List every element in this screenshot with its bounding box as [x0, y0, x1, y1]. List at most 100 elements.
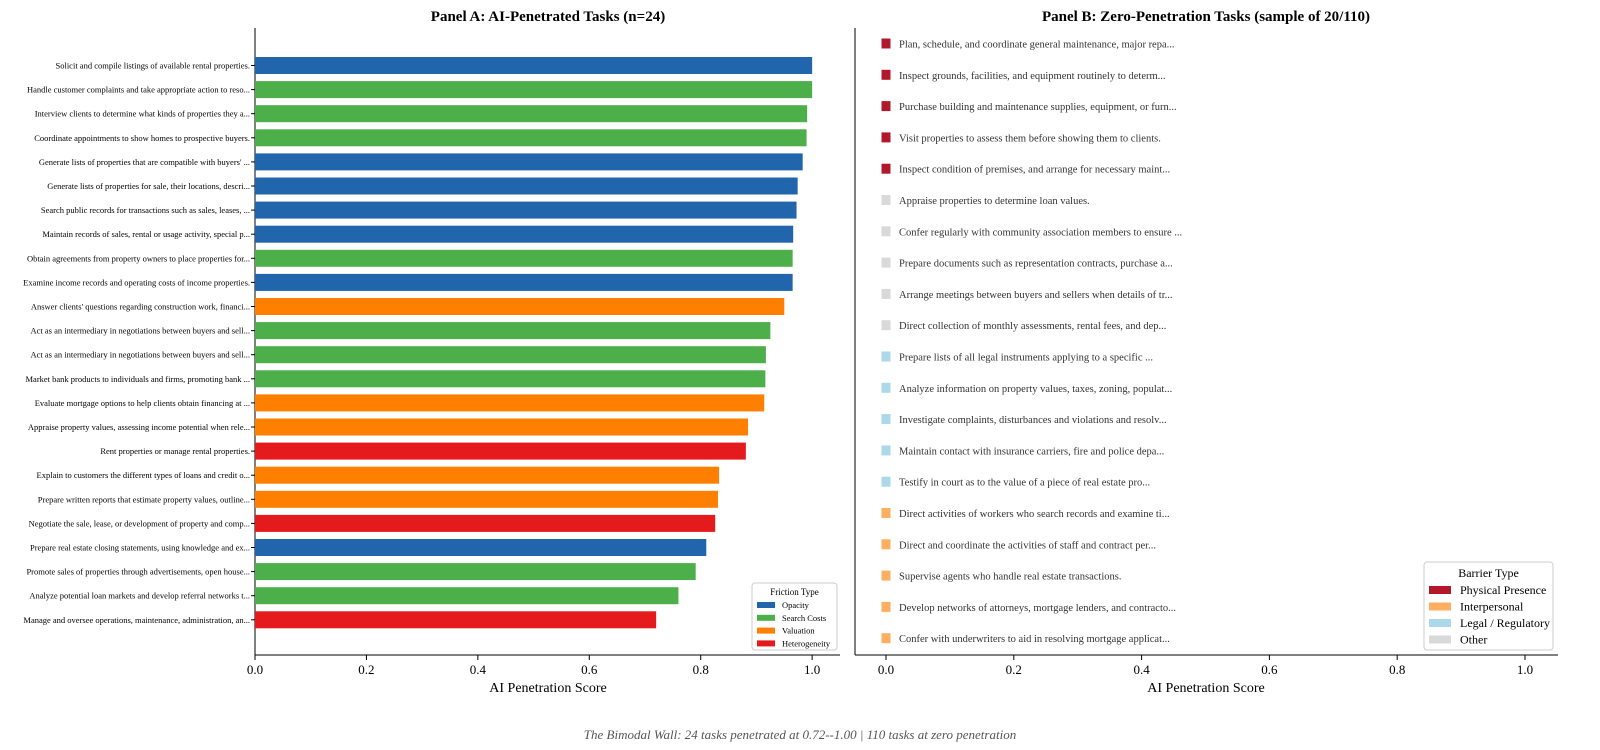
bar-panel-a [255, 105, 808, 123]
panel-a-legend-label: Search Costs [782, 613, 826, 623]
panel-b-legend-swatch [1429, 602, 1451, 611]
panel-a-category-label: Answer clients' questions regarding cons… [31, 302, 250, 312]
panel-b-task-label: Testify in court as to the value of a pi… [899, 478, 1150, 489]
panel-a-category-label: Act as an intermediary in negotiations b… [30, 326, 250, 336]
panel-b-x-tick-label: 0.6 [1261, 662, 1278, 677]
bar-panel-a [255, 442, 746, 460]
bar-panel-a [255, 273, 793, 291]
panel-b-title: Panel B: Zero-Penetration Tasks (sample … [1042, 9, 1370, 25]
panel-a-x-tick-label: 0.8 [693, 662, 709, 677]
panel-a-legend-label: Opacity [782, 600, 810, 610]
panel-a-category-label: Manage and oversee operations, maintenan… [23, 615, 250, 625]
marker-panel-b [881, 69, 891, 80]
panel-b-task-label: Inspect grounds, facilities, and equipme… [899, 71, 1166, 82]
marker-panel-b [881, 508, 891, 518]
panel-a-x-tick-label: 1.0 [804, 662, 820, 677]
bar-panel-a [255, 129, 807, 147]
panel-b-task-label: Confer regularly with community associat… [899, 227, 1182, 238]
panel-b-task-label: Prepare documents such as representation… [899, 259, 1173, 270]
panel-a-category-label: Solicit and compile listings of availabl… [55, 61, 250, 71]
panel-b-task-label: Inspect condition of premises, and arran… [899, 165, 1170, 176]
panel-a-category-label: Generate lists of properties that are co… [39, 157, 250, 167]
bar-panel-a [255, 370, 766, 388]
bar-panel-a [255, 514, 716, 532]
panel-b-x-tick-label: 0.2 [1006, 662, 1022, 677]
bar-panel-a [255, 322, 771, 340]
bar-panel-a [255, 466, 720, 484]
marker-panel-b [881, 101, 891, 112]
bar-panel-a [255, 346, 766, 364]
panel-a-category-label: Promote sales of properties through adve… [26, 567, 250, 577]
marker-panel-b [881, 163, 891, 174]
panel-b-legend-swatch [1429, 635, 1451, 644]
panel-a-x-tick-label: 0.0 [247, 662, 263, 677]
panel-a-x-tick-label: 0.2 [358, 662, 374, 677]
panel-a-category-label: Evaluate mortgage options to help client… [35, 398, 250, 408]
marker-panel-b [881, 38, 891, 49]
marker-panel-b [881, 633, 891, 644]
marker-panel-b [881, 414, 891, 425]
panel-b-task-label: Prepare lists of all legal instruments a… [899, 353, 1153, 364]
panel-a-legend-swatch [757, 627, 775, 634]
panel-a-category-label: Interview clients to determine what kind… [35, 109, 250, 119]
panel-a-category-label: Search public records for transactions s… [41, 205, 250, 215]
bar-panel-a [255, 418, 749, 436]
panel-b-task-label: Purchase building and maintenance suppli… [899, 102, 1177, 113]
marker-panel-b [881, 539, 891, 550]
bar-panel-a [255, 225, 794, 243]
panel-b-x-tick-label: 0.8 [1389, 662, 1405, 677]
bar-panel-a [255, 611, 657, 629]
panel-a-category-label: Rent properties or manage rental propert… [100, 446, 250, 456]
panel-a-legend-label: Valuation [782, 626, 815, 636]
panel-b-task-label: Investigate complaints, disturbances and… [899, 415, 1167, 426]
figure-caption: The Bimodal Wall: 24 tasks penetrated at… [583, 727, 1017, 742]
panel-a-category-label: Appraise property values, assessing inco… [28, 422, 250, 432]
panel-b-legend-label: Interpersonal [1460, 600, 1524, 614]
panel-b-legend-label: Other [1460, 633, 1487, 647]
panel-b-x-axis-label: AI Penetration Score [1147, 681, 1264, 696]
panel-a-category-label: Coordinate appointments to show homes to… [34, 133, 250, 143]
marker-panel-b [881, 226, 891, 237]
panel-a-category-label: Act as an intermediary in negotiations b… [30, 350, 250, 360]
panel-a-legend-title: Friction Type [770, 587, 818, 597]
panel-b-legend-label: Legal / Regulatory [1460, 616, 1550, 630]
panel-b-task-label: Plan, schedule, and coordinate general m… [899, 40, 1175, 51]
panel-b-task-label: Direct and coordinate the activities of … [899, 540, 1156, 551]
panel-b-legend-label: Physical Presence [1460, 583, 1546, 597]
panel-a-category-label: Generate lists of properties for sale, t… [47, 181, 250, 191]
panel-b-task-label: Analyze information on property values, … [899, 384, 1172, 395]
panel-a-category-label: Market bank products to individuals and … [25, 374, 250, 384]
panel-a-category-label: Handle customer complaints and take appr… [27, 85, 250, 95]
panel-a-legend-label: Heterogeneity [782, 638, 831, 648]
panel-b-legend-swatch [1429, 586, 1451, 594]
panel-b-task-label: Maintain contact with insurance carriers… [899, 446, 1164, 457]
marker-panel-b [881, 476, 891, 487]
marker-panel-b [881, 288, 891, 299]
panel-b-legend-swatch [1429, 619, 1451, 627]
panel-a-category-label: Prepare written reports that estimate pr… [38, 494, 250, 504]
panel-a-title: Panel A: AI-Penetrated Tasks (n=24) [431, 9, 665, 25]
marker-panel-b [881, 132, 891, 143]
panel-a-category-label: Negotiate the sale, lease, or developmen… [29, 518, 250, 528]
marker-panel-b [881, 320, 891, 331]
panel-a-category-label: Obtain agreements from property owners t… [27, 253, 250, 263]
panel-b-task-label: Develop networks of attorneys, mortgage … [899, 603, 1176, 614]
marker-panel-b [881, 195, 891, 205]
panel-b-task-label: Visit properties to assess them before s… [899, 133, 1161, 144]
marker-panel-b [881, 570, 891, 581]
marker-panel-b [881, 382, 891, 393]
panel-b-task-label: Confer with underwriters to aid in resol… [899, 634, 1170, 645]
bar-panel-a [255, 177, 798, 195]
panel-a-x-tick-label: 0.4 [470, 662, 487, 677]
bar-panel-a [255, 394, 765, 412]
bar-panel-a [255, 57, 813, 74]
marker-panel-b [881, 601, 891, 612]
panel-a-category-label: Examine income records and operating cos… [23, 277, 250, 287]
panel-b-task-label: Arrange meetings between buyers and sell… [899, 290, 1173, 301]
bar-panel-a [255, 539, 707, 556]
panel-b-legend-title: Barrier Type [1458, 566, 1519, 580]
panel-a-category-label: Maintain records of sales, rental or usa… [42, 229, 250, 239]
panel-a-legend-swatch [757, 640, 775, 647]
panel-b-x-tick-label: 0.0 [878, 662, 894, 677]
